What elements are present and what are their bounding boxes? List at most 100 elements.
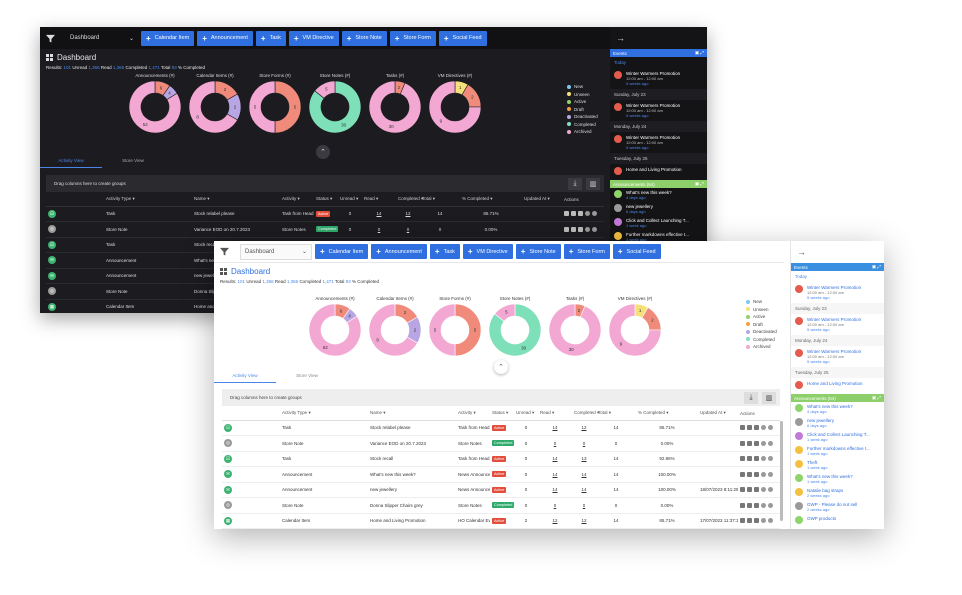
completed-link[interactable]: 12 [405,211,411,217]
filter-small-icon[interactable]: ▾ [550,410,555,416]
copy-icon[interactable] [754,456,759,462]
donut-slice[interactable] [548,303,602,357]
announcement-item[interactable]: Click and Collect Launching T... 1 week a… [791,430,884,444]
filter-small-icon[interactable]: ▾ [374,196,379,202]
edit-icon[interactable] [740,502,745,508]
copy-icon[interactable] [578,226,583,232]
info-icon[interactable] [585,226,590,232]
announcement-item[interactable]: What's new this week? 4 days ago [610,188,707,202]
read-link[interactable]: 14 [376,211,382,217]
completed-link[interactable]: 0 [582,440,586,446]
info-icon[interactable] [761,502,766,508]
collapse-charts-button[interactable]: ⌃ [494,360,508,374]
event-item[interactable]: Winter Warmers Promotion 12:00 am - 12:00… [610,68,707,89]
legend-item[interactable]: Completed [567,121,598,129]
add-store-note-button[interactable]: + Store Note [341,30,387,46]
view-icon[interactable] [571,211,576,217]
delete-icon[interactable] [768,487,773,493]
view-icon[interactable] [747,471,752,477]
read-link[interactable]: 14 [552,425,558,431]
legend-item[interactable]: Active [746,313,777,321]
completed-link[interactable]: 13 [581,456,587,462]
group-drop-zone[interactable]: Drag columns here to create groups ⤓ ▥ [46,175,604,192]
legend-item[interactable]: Completed [746,336,777,344]
table-row[interactable]: ☑ Task Stock relabel please Task from Head … [222,420,780,436]
column-header[interactable]: Read ▾ [362,193,396,207]
legend-item[interactable]: Deactivated [567,113,598,121]
donut-slice[interactable] [308,303,362,357]
table-row[interactable]: ◎ Store Note Variance EOD on 20.7.2023 Stor… [46,221,604,238]
copy-icon[interactable] [754,502,759,508]
column-header[interactable]: Actions [562,193,604,207]
column-header[interactable]: Activity ▾ [456,407,490,421]
donut-slice[interactable] [248,80,276,134]
legend-item[interactable]: Unseen [746,306,777,314]
tab-store-view[interactable]: Store View [296,373,318,378]
delete-icon[interactable] [768,471,773,477]
add-task-button[interactable]: + Task [255,30,286,46]
column-header[interactable]: Completed ▾ [396,193,423,207]
filter-icon[interactable] [214,241,234,263]
add-store-form-button[interactable]: + Store Form [563,244,610,259]
filter-small-icon[interactable]: ▾ [489,196,493,202]
announcement-item[interactable]: Further markdowns effective t... 1 week a… [791,444,884,458]
donut-slice[interactable] [314,80,336,99]
filter-small-icon[interactable]: ▾ [296,196,300,202]
filter-icon[interactable] [40,27,60,49]
filter-small-icon[interactable]: ▾ [354,196,359,202]
expand-icon[interactable]: ▣ ⤢ [694,181,704,186]
filter-small-icon[interactable]: ▾ [546,196,550,202]
donut-slice[interactable] [494,303,516,322]
add-task-button[interactable]: + Task [429,244,460,259]
collapse-panel-arrow-icon[interactable]: → [616,33,625,43]
donut-slice[interactable] [368,80,422,134]
delete-icon[interactable] [768,518,773,524]
read-link[interactable]: 0 [553,502,557,508]
add-social-feed-button[interactable]: + Social Feed [438,30,487,46]
column-header[interactable]: Unread ▾ [514,407,538,421]
info-icon[interactable] [585,211,590,217]
tab-activity-view[interactable]: Activity View [214,373,276,383]
completed-link[interactable]: 0 [582,502,586,508]
add-announcement-button[interactable]: + Announcement [197,30,253,46]
table-row[interactable]: ☑ Task Stock relabel please Task from Head … [46,206,604,222]
column-header[interactable]: Total ▾ [420,193,460,207]
filter-small-icon[interactable]: ▾ [504,410,509,416]
filter-small-icon[interactable]: ▾ [665,410,669,416]
expand-icon[interactable]: ▣ ⤢ [871,395,881,400]
add-calendar-item-button[interactable]: + Calendar Item [141,30,195,46]
completed-link[interactable]: 12 [581,425,587,431]
column-header[interactable]: Updated At ▾ [698,407,738,421]
copy-icon[interactable] [754,471,759,477]
filter-small-icon[interactable]: ▾ [431,196,436,202]
read-link[interactable]: 0 [553,440,557,446]
column-header[interactable]: Activity ▾ [280,193,314,207]
event-item[interactable]: Home and Living Promotion [610,164,707,178]
add-announcement-button[interactable]: + Announcement [371,244,427,259]
column-header[interactable]: Status ▾ [314,193,338,207]
delete-icon[interactable] [768,425,773,431]
column-header[interactable]: % Completed ▾ [460,193,522,207]
expand-icon[interactable]: ▣ ⤢ [694,50,704,55]
view-icon[interactable] [747,456,752,462]
donut-slice[interactable] [188,80,238,134]
filter-small-icon[interactable]: ▾ [530,410,535,416]
donut-slice[interactable] [428,303,456,357]
donut-slice[interactable] [488,303,542,357]
edit-icon[interactable] [564,226,569,232]
view-select[interactable]: Dashboard ⌄ [240,243,312,260]
table-row[interactable]: ◎ Store Note Variance EOD on 20.7.2023 Stor… [222,435,780,452]
column-header[interactable]: Completed ▾ [572,407,599,421]
event-item[interactable]: Winter Warmers Promotion 12:00 am - 12:00… [791,314,884,335]
completed-link[interactable]: 14 [581,487,587,493]
tab-store-view[interactable]: Store View [122,158,144,163]
copy-icon[interactable] [754,487,759,493]
edit-icon[interactable] [740,518,745,524]
column-header[interactable]: Activity Type ▾ [104,193,192,207]
legend-item[interactable]: New [567,83,598,91]
columns-icon[interactable]: ▥ [762,392,776,404]
